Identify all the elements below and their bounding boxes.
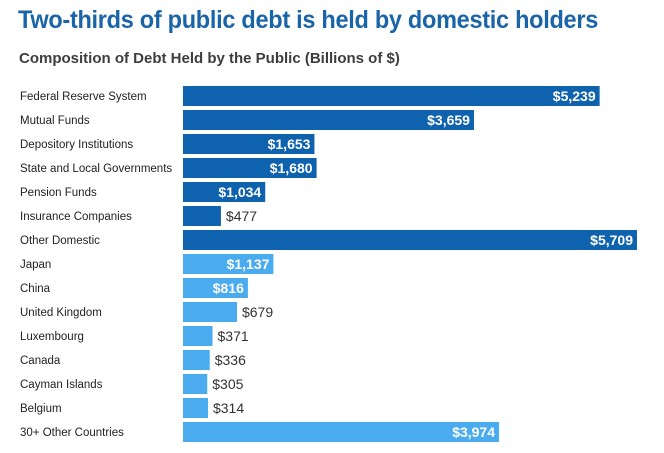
category-label-other-domestic: Other Domestic — [20, 235, 100, 247]
category-label-30-other-countries: 30+ Other Countries — [20, 427, 124, 439]
category-label-united-kingdom: United Kingdom — [20, 307, 102, 319]
bar-belgium — [183, 398, 208, 418]
category-label-mutual-funds: Mutual Funds — [20, 115, 90, 127]
bar-cayman-islands — [183, 374, 208, 394]
chart-title: Two-thirds of public debt is held by dom… — [18, 6, 598, 34]
bar-insurance-companies — [183, 206, 221, 226]
category-label-depository-institutions: Depository Institutions — [20, 139, 133, 151]
bar-state-and-local-governments — [183, 158, 317, 178]
bar-pension-funds — [183, 182, 266, 202]
category-label-luxembourg: Luxembourg — [20, 331, 84, 343]
category-label-belgium: Belgium — [20, 403, 62, 415]
bar-mutual-funds — [183, 110, 474, 130]
bar-japan — [183, 254, 274, 274]
bar-federal-reserve-system — [183, 86, 600, 106]
bar-30-other-countries — [183, 422, 500, 442]
category-label-cayman-islands: Cayman Islands — [20, 379, 103, 391]
value-label-china: $816 — [213, 280, 244, 296]
category-label-federal-reserve-system: Federal Reserve System — [20, 91, 147, 103]
value-label-luxembourg: $371 — [218, 328, 249, 344]
bar-china — [183, 278, 248, 298]
value-label-depository-institutions: $1,653 — [268, 136, 311, 152]
category-label-china: China — [20, 283, 51, 295]
value-label-state-and-local-governments: $1,680 — [270, 160, 313, 176]
chart-subtitle: Composition of Debt Held by the Public (… — [19, 50, 400, 67]
value-label-30-other-countries: $3,974 — [452, 424, 495, 440]
category-label-state-and-local-governments: State and Local Governments — [20, 163, 172, 175]
category-label-canada: Canada — [20, 355, 61, 367]
value-label-canada: $336 — [215, 352, 246, 368]
value-label-japan: $1,137 — [227, 256, 270, 272]
value-label-united-kingdom: $679 — [242, 304, 273, 320]
category-label-pension-funds: Pension Funds — [20, 187, 97, 199]
bar-depository-institutions — [183, 134, 315, 154]
value-label-mutual-funds: $3,659 — [427, 112, 470, 128]
value-label-cayman-islands: $305 — [212, 376, 243, 392]
value-label-other-domestic: $5,709 — [590, 232, 633, 248]
value-label-belgium: $314 — [213, 400, 244, 416]
bar-united-kingdom — [183, 302, 237, 322]
bar-canada — [183, 350, 210, 370]
category-label-japan: Japan — [20, 259, 51, 271]
value-label-insurance-companies: $477 — [226, 208, 257, 224]
value-label-pension-funds: $1,034 — [218, 184, 261, 200]
bar-luxembourg — [183, 326, 213, 346]
value-label-federal-reserve-system: $5,239 — [553, 88, 596, 104]
bar-other-domestic — [183, 230, 637, 250]
category-label-insurance-companies: Insurance Companies — [20, 211, 132, 223]
